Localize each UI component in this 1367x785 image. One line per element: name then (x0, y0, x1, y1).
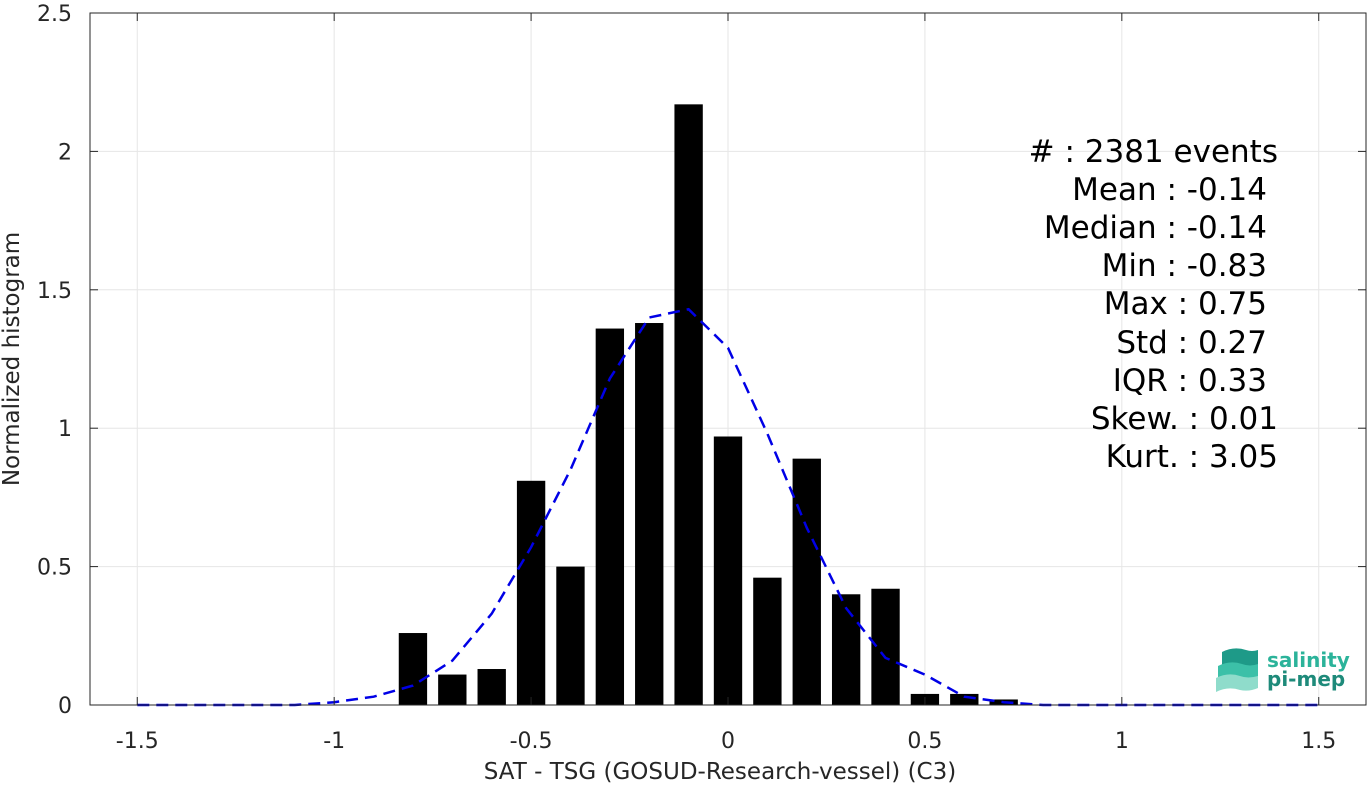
x-tick-label: -1.5 (116, 729, 159, 754)
stat-std: Std : 0.27 (1116, 325, 1267, 361)
y-axis-label: Normalized histogram (0, 232, 25, 486)
stat-iqr: IQR : 0.33 (1113, 363, 1267, 399)
stat-min: Min : -0.83 (1102, 248, 1267, 284)
histogram-bar (831, 594, 861, 705)
stat-median: Median : -0.14 (1044, 210, 1267, 246)
stat-mean: Mean : -0.14 (1072, 172, 1267, 208)
logo-wave-icon (1216, 648, 1258, 692)
logo-text-pi-mep: pi-mep (1267, 667, 1345, 691)
y-tick-label: 1 (58, 417, 72, 442)
x-tick-label: -1 (323, 729, 345, 754)
stat-max: Max : 0.75 (1104, 286, 1267, 322)
x-tick-label: -0.5 (510, 729, 553, 754)
histogram-bar (713, 436, 743, 705)
y-tick-label: 1.5 (37, 279, 72, 304)
stat-kurt: Kurt. : 3.05 (1106, 439, 1278, 475)
x-axis-label: SAT - TSG (GOSUD-Research-vessel) (C3) (484, 759, 956, 785)
histogram-bar (792, 458, 821, 705)
histogram-bar (635, 323, 664, 705)
histogram-bar (438, 674, 467, 705)
histogram-bar (950, 693, 979, 705)
y-tick-label: 2 (58, 140, 72, 165)
logo-text-salinity: salinity (1267, 648, 1350, 672)
y-tick-label: 2.5 (37, 2, 72, 27)
statistics-box: # : 2381 events Mean : -0.14 Median : -0… (1029, 134, 1278, 475)
histogram-bars (398, 104, 1018, 706)
y-tick-label: 0 (58, 694, 72, 719)
histogram-bar (595, 328, 625, 705)
x-axis-ticks: -1.5 -1 -0.5 0 0.5 1 1.5 (116, 13, 1336, 754)
x-tick-label: 1.5 (1301, 729, 1336, 754)
histogram-bar (556, 566, 585, 705)
salinity-pi-mep-logo: salinity pi-mep (1216, 648, 1350, 692)
x-tick-label: 0.5 (907, 729, 942, 754)
histogram-bar (516, 480, 546, 705)
histogram-bar (398, 633, 428, 705)
histogram-bar (753, 577, 782, 705)
stat-skew: Skew. : 0.01 (1091, 401, 1278, 437)
histogram-bar (674, 104, 703, 706)
stat-events: # : 2381 events (1029, 134, 1278, 170)
histogram-bar (477, 669, 506, 705)
y-axis-ticks: 0 0.5 1 1.5 2 2.5 (37, 2, 1366, 719)
x-tick-label: 0 (721, 729, 735, 754)
y-tick-label: 0.5 (37, 556, 72, 581)
histogram-bar (871, 588, 900, 705)
x-tick-label: 1 (1115, 729, 1129, 754)
